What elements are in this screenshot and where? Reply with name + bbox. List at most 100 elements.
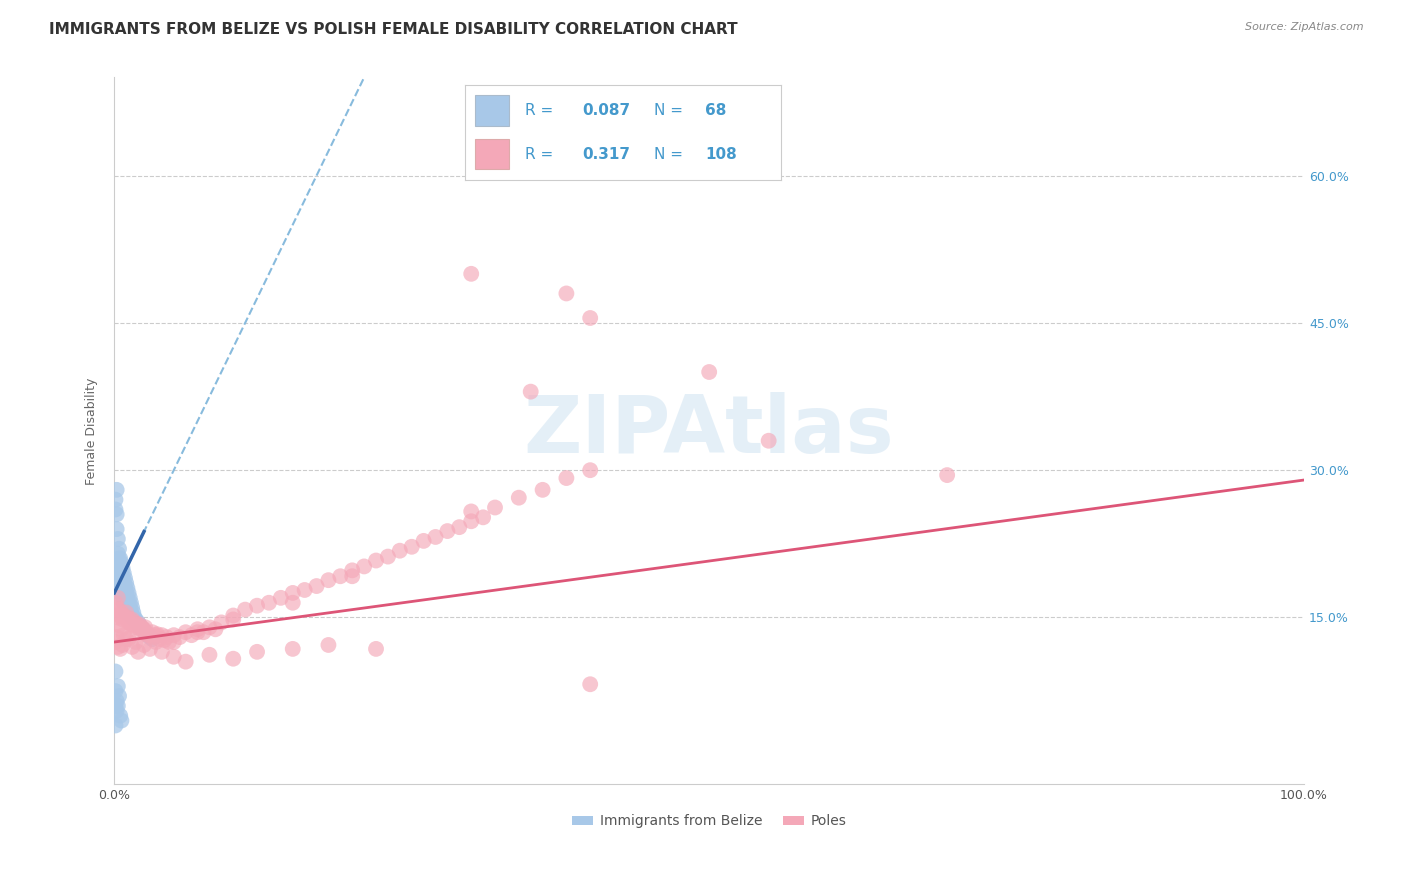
Point — [222, 612, 245, 626]
Point — [104, 596, 127, 610]
Point — [111, 581, 134, 595]
Point — [117, 632, 139, 646]
Point — [401, 540, 423, 554]
Point — [460, 504, 482, 518]
Point — [139, 641, 162, 656]
Point — [104, 718, 127, 732]
Point — [125, 617, 148, 632]
Point — [169, 630, 191, 644]
Point — [108, 602, 131, 616]
Point — [531, 483, 554, 497]
Point — [121, 600, 143, 615]
Point — [364, 641, 387, 656]
Point — [110, 708, 132, 723]
Point — [484, 139, 506, 153]
Point — [117, 615, 139, 630]
Point — [148, 632, 170, 646]
Legend: Immigrants from Belize, Poles: Immigrants from Belize, Poles — [567, 809, 852, 834]
Point — [105, 694, 128, 708]
Point — [132, 638, 155, 652]
Point — [104, 684, 127, 698]
Point — [111, 561, 134, 575]
Point — [112, 596, 135, 610]
Point — [107, 679, 129, 693]
Point — [318, 638, 340, 652]
Point — [108, 551, 131, 566]
Point — [758, 434, 780, 448]
Point — [118, 612, 141, 626]
Point — [114, 610, 136, 624]
Point — [120, 596, 142, 610]
Point — [460, 514, 482, 528]
Point — [105, 483, 128, 497]
Point — [110, 608, 132, 623]
Point — [115, 606, 138, 620]
Point — [125, 620, 148, 634]
Point — [222, 651, 245, 665]
Point — [105, 630, 128, 644]
Point — [110, 714, 132, 728]
Point — [145, 635, 167, 649]
Point — [342, 569, 364, 583]
Point — [150, 645, 173, 659]
Point — [117, 610, 139, 624]
Point — [112, 576, 135, 591]
Point — [156, 630, 179, 644]
Point — [135, 627, 157, 641]
Point — [519, 384, 541, 399]
Point — [115, 586, 138, 600]
Point — [329, 569, 352, 583]
Point — [115, 576, 138, 591]
Text: ZIPAtlas: ZIPAtlas — [524, 392, 894, 470]
Point — [281, 641, 304, 656]
Point — [136, 628, 159, 642]
Point — [107, 610, 129, 624]
Point — [105, 522, 128, 536]
Point — [121, 640, 143, 654]
Point — [127, 615, 149, 630]
Point — [107, 532, 129, 546]
Point — [412, 533, 434, 548]
Point — [104, 635, 127, 649]
Point — [118, 600, 141, 615]
Point — [104, 502, 127, 516]
Point — [134, 625, 156, 640]
Point — [157, 635, 180, 649]
Point — [134, 620, 156, 634]
Point — [294, 582, 316, 597]
Point — [146, 627, 169, 641]
Point — [132, 622, 155, 636]
Point — [107, 591, 129, 605]
Point — [555, 286, 578, 301]
Point — [127, 620, 149, 634]
Point — [198, 648, 221, 662]
Point — [121, 612, 143, 626]
Point — [388, 543, 411, 558]
Point — [114, 581, 136, 595]
Point — [141, 632, 163, 646]
Point — [141, 625, 163, 640]
Point — [111, 591, 134, 605]
Point — [104, 492, 127, 507]
Text: IMMIGRANTS FROM BELIZE VS POLISH FEMALE DISABILITY CORRELATION CHART: IMMIGRANTS FROM BELIZE VS POLISH FEMALE … — [49, 22, 738, 37]
Point — [108, 566, 131, 581]
Point — [105, 600, 128, 615]
Point — [136, 628, 159, 642]
Point — [425, 530, 447, 544]
Point — [246, 645, 269, 659]
Point — [153, 633, 176, 648]
Point — [112, 608, 135, 623]
Point — [270, 591, 292, 605]
Point — [353, 559, 375, 574]
Point — [131, 620, 153, 634]
Point — [127, 645, 149, 659]
Point — [150, 628, 173, 642]
Y-axis label: Female Disability: Female Disability — [86, 377, 98, 484]
Point — [104, 665, 127, 679]
Point — [107, 547, 129, 561]
Point — [107, 698, 129, 713]
Point — [112, 628, 135, 642]
Point — [110, 606, 132, 620]
Point — [122, 606, 145, 620]
Point — [193, 625, 215, 640]
